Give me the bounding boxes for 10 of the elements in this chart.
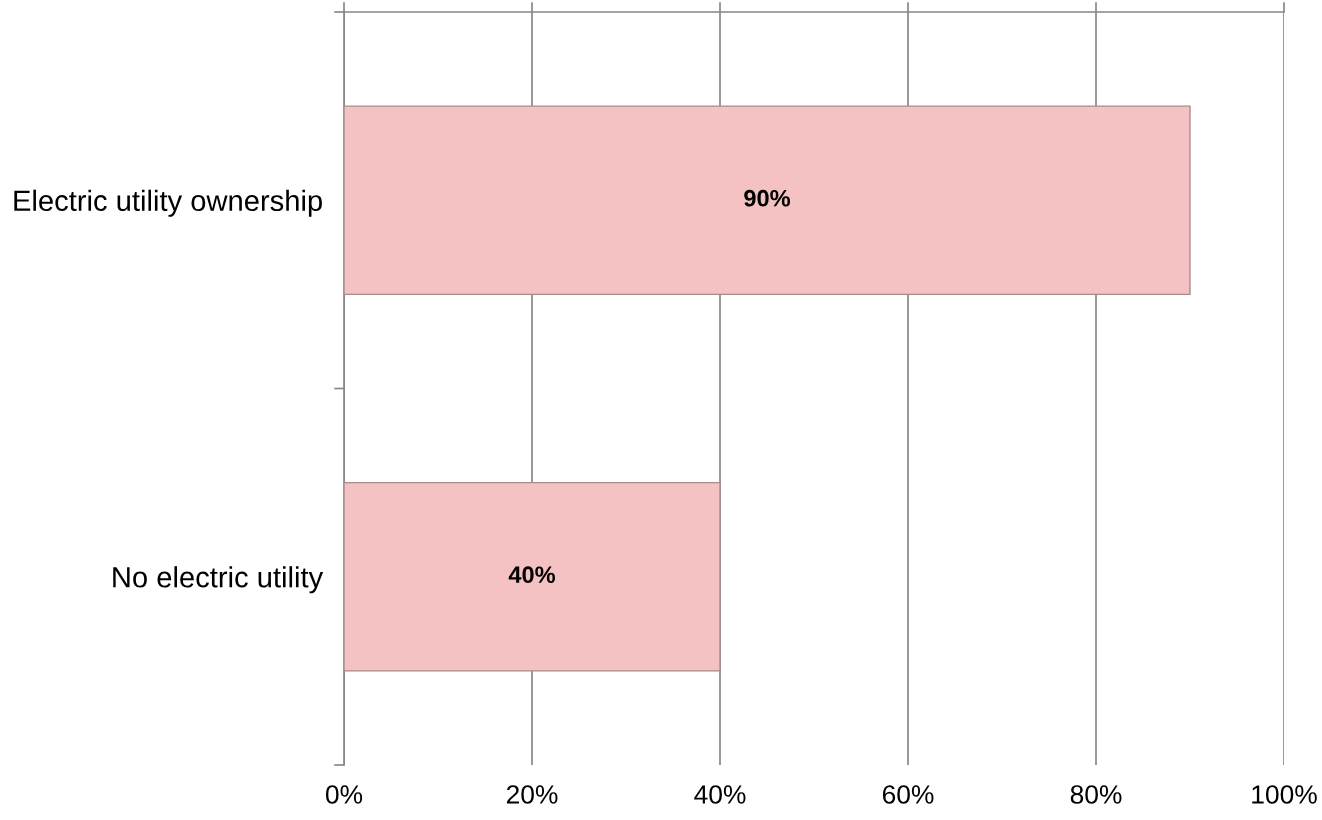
x-tick-label: 0%: [325, 785, 363, 804]
x-tick-label: 40%: [694, 785, 746, 804]
y-tick-label: No electric utility: [113, 566, 324, 594]
x-tick-label: 100%: [1252, 785, 1317, 804]
data-label: 90%: [744, 189, 791, 207]
data-label: 40%: [508, 566, 556, 584]
x-tick-label: 20%: [506, 785, 558, 804]
x-tick-label: 60%: [882, 785, 934, 804]
y-tick-label: Electric utility ownership: [14, 189, 322, 217]
x-tick-label: 80%: [1070, 785, 1122, 804]
